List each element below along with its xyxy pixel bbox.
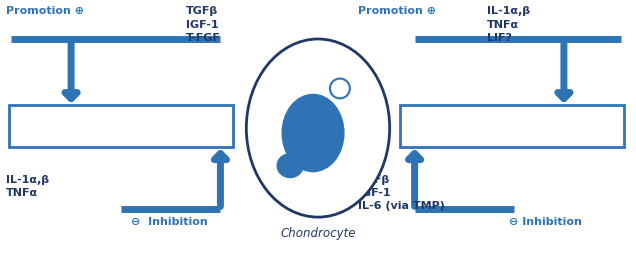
- Ellipse shape: [246, 39, 390, 217]
- Ellipse shape: [277, 154, 303, 178]
- FancyBboxPatch shape: [399, 105, 624, 147]
- Ellipse shape: [330, 78, 350, 98]
- Text: Promotion ⊕: Promotion ⊕: [6, 6, 85, 16]
- Text: ⊖ Inhibition: ⊖ Inhibition: [509, 217, 582, 227]
- Text: TGFβ
IGF-1
IL-6 (via TMP): TGFβ IGF-1 IL-6 (via TMP): [358, 175, 445, 211]
- Text: Chondrocyte: Chondrocyte: [280, 227, 356, 240]
- FancyBboxPatch shape: [10, 105, 233, 147]
- Text: MATRIX DEGRADATION: MATRIX DEGRADATION: [432, 120, 591, 132]
- Ellipse shape: [282, 94, 344, 171]
- Text: MATRIX SYNTHESIS: MATRIX SYNTHESIS: [53, 120, 190, 132]
- Text: IL-1α,β
TNFα
LIF?: IL-1α,β TNFα LIF?: [487, 6, 530, 43]
- Text: ⊖  Inhibition: ⊖ Inhibition: [131, 217, 207, 227]
- Text: IL-1α,β
TNFα: IL-1α,β TNFα: [6, 175, 50, 198]
- Text: TGFβ
IGF-1
T-FGF: TGFβ IGF-1 T-FGF: [186, 6, 221, 43]
- Text: Promotion ⊕: Promotion ⊕: [358, 6, 436, 16]
